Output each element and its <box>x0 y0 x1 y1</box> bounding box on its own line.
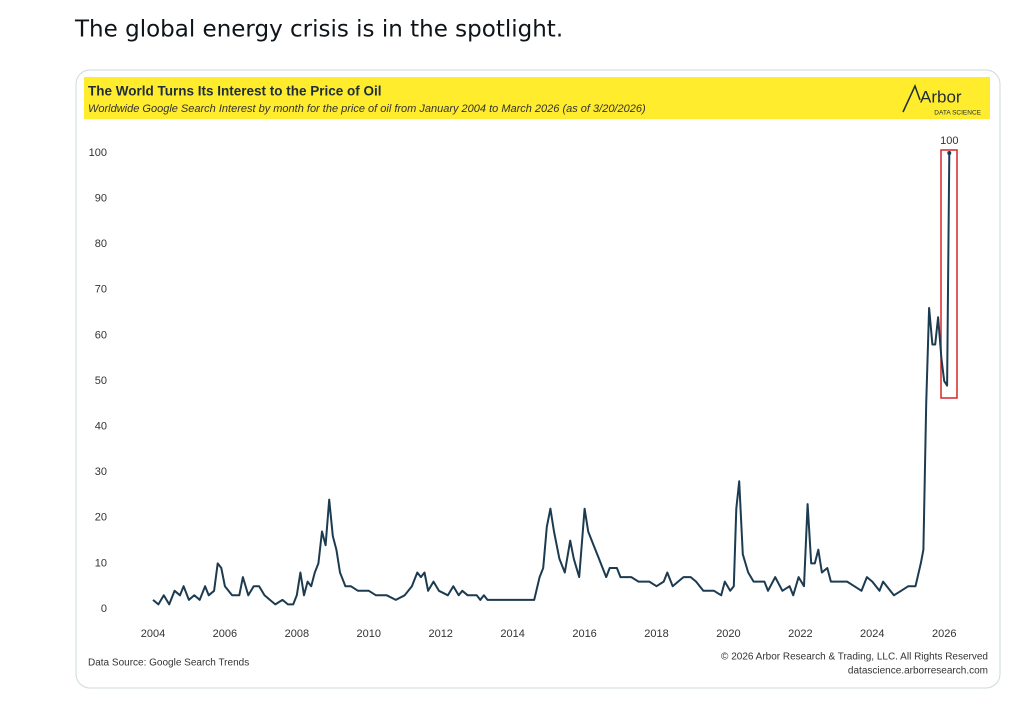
post-text: The global energy crisis is in the spotl… <box>74 17 563 43</box>
chart-title: The World Turns Its Interest to the Pric… <box>88 84 382 99</box>
highlight-box <box>940 149 958 399</box>
website: datascience.arborresearch.com <box>848 666 988 677</box>
data-line <box>152 152 951 606</box>
x-tick-label: 2006 <box>213 628 237 640</box>
x-tick-label: 2012 <box>428 628 452 640</box>
y-tick-label: 80 <box>95 238 107 250</box>
source: Data Source: Google Search Trends <box>88 658 249 669</box>
x-tick-label: 2016 <box>572 628 596 640</box>
last-point <box>947 151 952 155</box>
x-tick-label: 2014 <box>500 628 524 640</box>
y-tick-label: 100 <box>89 147 107 159</box>
data-label: 100 <box>940 135 958 147</box>
logo-mark <box>902 84 921 113</box>
header-band <box>84 77 990 119</box>
y-tick-label: 40 <box>95 421 107 433</box>
x-tick-label: 2026 <box>932 628 956 640</box>
y-tick-label: 60 <box>95 329 107 341</box>
y-tick-label: 70 <box>95 284 107 296</box>
x-tick-label: 2008 <box>285 628 309 640</box>
y-tick-label: 90 <box>95 193 107 205</box>
x-tick-label: 2004 <box>141 628 165 640</box>
x-tick-label: 2024 <box>860 628 884 640</box>
y-tick-label: 0 <box>101 603 107 615</box>
x-tick-label: 2010 <box>357 628 381 640</box>
chart-subtitle: Worldwide Google Search Interest by mont… <box>88 103 646 115</box>
y-tick-label: 50 <box>95 375 107 387</box>
copyright: © 2026 Arbor Research & Trading, LLC. Al… <box>721 652 988 663</box>
image-card[interactable] <box>75 69 1001 689</box>
x-tick-label: 2022 <box>788 628 812 640</box>
logo-name: Arbor <box>920 87 962 106</box>
y-tick-label: 10 <box>95 557 107 569</box>
y-tick-label: 30 <box>95 466 107 478</box>
y-tick-label: 20 <box>95 512 107 524</box>
x-tick-label: 2020 <box>716 628 740 640</box>
logo-tagline: DATA SCIENCE <box>934 110 981 117</box>
x-tick-label: 2018 <box>644 628 668 640</box>
